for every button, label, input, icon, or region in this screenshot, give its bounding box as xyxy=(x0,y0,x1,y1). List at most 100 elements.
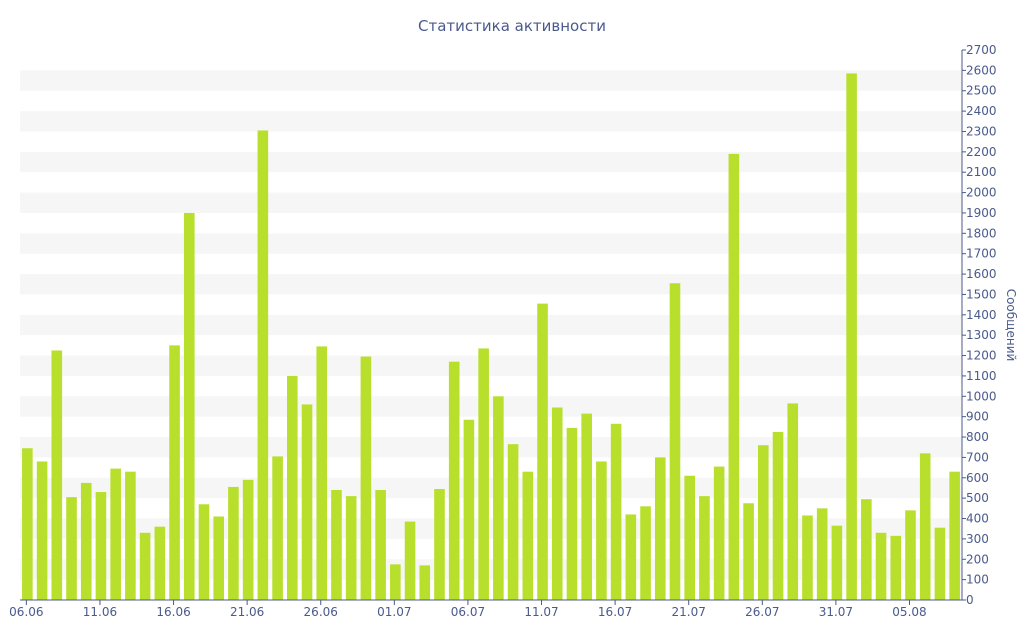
bar[interactable] xyxy=(713,466,725,600)
bar[interactable] xyxy=(80,482,92,600)
grid-band xyxy=(20,274,962,295)
bar[interactable] xyxy=(390,564,401,600)
bar[interactable] xyxy=(110,468,121,600)
bar[interactable] xyxy=(448,361,460,600)
bar[interactable] xyxy=(257,130,269,600)
y-tick-label: 400 xyxy=(966,512,989,526)
bar[interactable] xyxy=(213,516,224,600)
y-tick-label: 1500 xyxy=(966,287,997,301)
bar[interactable] xyxy=(478,348,489,600)
y-tick-label: 2000 xyxy=(966,186,997,200)
bar[interactable] xyxy=(861,499,872,600)
bar[interactable] xyxy=(287,375,298,600)
bar[interactable] xyxy=(787,403,799,600)
bar[interactable] xyxy=(228,486,239,600)
bar[interactable] xyxy=(272,456,283,600)
bar[interactable] xyxy=(905,510,916,600)
grid-band xyxy=(20,477,962,499)
bar[interactable] xyxy=(816,508,828,600)
y-tick-label: 2500 xyxy=(966,84,997,98)
bar[interactable] xyxy=(596,461,607,600)
grid-band xyxy=(20,192,962,213)
bar[interactable] xyxy=(125,471,136,600)
bar[interactable] xyxy=(493,396,504,600)
y-axis-label: Сообщений xyxy=(1004,289,1018,362)
bar[interactable] xyxy=(139,532,151,600)
grid-band xyxy=(20,396,962,417)
bar[interactable] xyxy=(331,490,342,600)
bar[interactable] xyxy=(772,431,784,600)
bar[interactable] xyxy=(22,448,33,600)
bar[interactable] xyxy=(566,427,578,600)
x-tick-label: 31.07 xyxy=(819,605,853,619)
y-tick-label: 1900 xyxy=(966,206,997,220)
y-tick-label: 800 xyxy=(966,430,989,444)
bar[interactable] xyxy=(316,346,328,600)
y-tick-label: 2200 xyxy=(966,145,997,159)
y-tick-label: 1100 xyxy=(966,369,997,383)
y-tick-label: 1400 xyxy=(966,308,997,322)
bar[interactable] xyxy=(404,521,416,600)
bar[interactable] xyxy=(831,525,843,600)
bar[interactable] xyxy=(890,535,902,600)
bar[interactable] xyxy=(728,153,740,600)
bar[interactable] xyxy=(169,345,180,600)
bar[interactable] xyxy=(551,407,563,601)
bar[interactable] xyxy=(522,471,534,600)
bar[interactable] xyxy=(669,283,681,600)
bar[interactable] xyxy=(610,423,622,600)
bar[interactable] xyxy=(949,471,960,600)
y-tick-label: 1200 xyxy=(966,349,997,363)
y-tick-label: 1600 xyxy=(966,267,997,281)
bar[interactable] xyxy=(419,565,431,600)
bar[interactable] xyxy=(537,303,548,600)
bar[interactable] xyxy=(581,413,592,600)
x-tick-label: 01.07 xyxy=(377,605,411,619)
bar[interactable] xyxy=(51,350,63,600)
y-axis: 0 100 200 300 400 500 600 700 800 900 1000 1100 1200… xyxy=(961,43,997,607)
bar[interactable] xyxy=(684,475,695,600)
bar[interactable] xyxy=(66,497,77,600)
bar[interactable] xyxy=(345,496,357,600)
y-tick-label: 600 xyxy=(966,471,989,485)
bar[interactable] xyxy=(463,419,475,600)
bar[interactable] xyxy=(640,506,651,600)
bar[interactable] xyxy=(625,514,637,600)
bar[interactable] xyxy=(434,488,445,600)
y-tick-label: 900 xyxy=(966,410,989,424)
x-tick-label: 26.07 xyxy=(745,605,779,619)
x-tick-label: 05.08 xyxy=(892,605,926,619)
bar[interactable] xyxy=(875,532,887,600)
y-tick-label: 500 xyxy=(966,491,989,505)
bar[interactable] xyxy=(846,73,857,601)
bar[interactable] xyxy=(36,461,48,600)
bar[interactable] xyxy=(183,212,195,600)
bar[interactable] xyxy=(919,453,931,600)
grid-band xyxy=(20,559,962,580)
bar[interactable] xyxy=(802,515,813,600)
x-tick-label: 26.06 xyxy=(304,605,338,619)
bar[interactable] xyxy=(154,526,166,600)
bar[interactable] xyxy=(95,492,107,600)
x-tick-label: 16.06 xyxy=(156,605,190,619)
bar[interactable] xyxy=(301,404,313,600)
bar[interactable] xyxy=(198,504,210,600)
y-tick-label: 300 xyxy=(966,532,989,546)
y-tick-label: 2100 xyxy=(966,165,997,179)
y-tick-label: 2300 xyxy=(966,124,997,138)
bar[interactable] xyxy=(934,527,946,600)
bar[interactable] xyxy=(743,503,754,600)
bar[interactable] xyxy=(699,496,710,600)
x-tick-label: 21.07 xyxy=(672,605,706,619)
bar[interactable] xyxy=(242,479,254,600)
bar[interactable] xyxy=(375,490,386,600)
bar[interactable] xyxy=(360,356,372,600)
bar[interactable] xyxy=(507,444,519,600)
grid-bands xyxy=(20,70,962,580)
y-tick-label: 2600 xyxy=(966,63,997,77)
bar[interactable] xyxy=(654,457,666,600)
grid-band xyxy=(20,518,962,539)
bar[interactable] xyxy=(758,445,769,600)
grid-band xyxy=(20,233,962,254)
